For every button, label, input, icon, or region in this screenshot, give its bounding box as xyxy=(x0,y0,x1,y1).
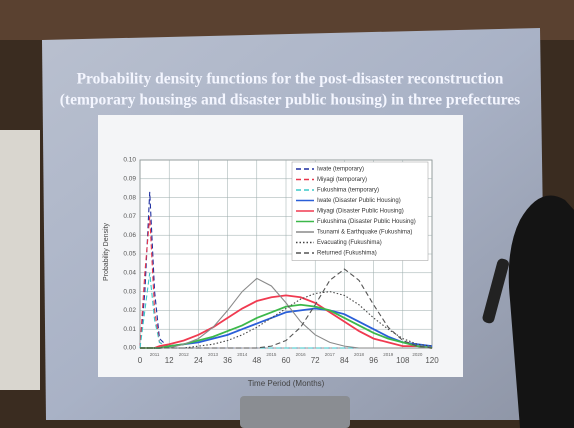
year-label: 2017 xyxy=(325,352,336,357)
plot: 0.00 0.01 0.02 0.03 0.04 0.05 0.06 0.07 0.08 0.09… xyxy=(123,157,439,365)
y-tick-label: 0.08 xyxy=(123,194,136,201)
y-tick-label: 0.05 xyxy=(123,251,136,258)
y-tick-label: 0.01 xyxy=(123,326,136,333)
y-tick-label: 0.10 xyxy=(123,157,136,164)
year-label: 2015 xyxy=(266,352,277,357)
legend-label: Fukushima (temporary) xyxy=(317,188,379,194)
presenter xyxy=(509,196,574,428)
y-axis-label: Probability Density xyxy=(103,223,110,281)
legend-label: Evacuating (Fukushima) xyxy=(317,240,382,246)
x-tick-label: 0 xyxy=(138,356,143,365)
x-tick-label: 36 xyxy=(223,356,232,365)
year-label: 2014 xyxy=(237,352,248,357)
year-label: 2012 xyxy=(179,352,190,357)
legend-label: Tsunami & Earthquake (Fukushima) xyxy=(317,230,412,236)
legend-label: Fukushima (Disaster Public Housing) xyxy=(317,219,416,225)
year-label: 2011 xyxy=(150,352,160,357)
legend-label: Returned (Fukushima) xyxy=(317,251,377,257)
legend-label: Iwate (temporary) xyxy=(317,167,364,173)
x-tick-label: 24 xyxy=(194,356,203,365)
x-tick-label: 96 xyxy=(369,356,378,365)
x-tick-label: 120 xyxy=(425,356,439,365)
x-tick-label: 48 xyxy=(252,356,261,365)
legend-label: Iwate (Disaster Public Housing) xyxy=(317,198,401,204)
y-tick-label: 0.04 xyxy=(123,270,136,277)
legend-label: Miyagi (temporary) xyxy=(317,177,367,183)
chart-title: Probability density functions for the po… xyxy=(77,71,504,88)
y-tick-label: 0.02 xyxy=(123,307,136,314)
x-axis-label: Time Period (Months) xyxy=(248,379,325,388)
screenshot: Probability density functions for the po… xyxy=(0,0,574,428)
year-label: 2020 xyxy=(412,352,423,357)
x-tick-label: 108 xyxy=(396,356,410,365)
y-tick-label: 0.07 xyxy=(123,213,136,220)
x-tick-label: 60 xyxy=(282,356,291,365)
year-label: 2018 xyxy=(354,352,365,357)
year-label: 2019 xyxy=(383,352,394,357)
y-tick-label: 0.09 xyxy=(123,176,136,183)
x-tick-label: 84 xyxy=(340,356,349,365)
x-tick-label: 72 xyxy=(311,356,320,365)
x-tick-label: 12 xyxy=(165,356,174,365)
year-label: 2016 xyxy=(296,352,307,357)
laptop xyxy=(240,396,350,428)
chart-subtitle: (temporary housings and disaster public … xyxy=(60,92,520,109)
year-label: 2013 xyxy=(208,352,219,357)
side-wall xyxy=(0,130,40,390)
legend-label: Miyagi (Disaster Public Housing) xyxy=(317,209,404,215)
y-tick-label: 0.06 xyxy=(123,232,136,239)
y-tick-label: 0.03 xyxy=(123,288,136,295)
y-tick-label: 0.00 xyxy=(123,345,136,352)
